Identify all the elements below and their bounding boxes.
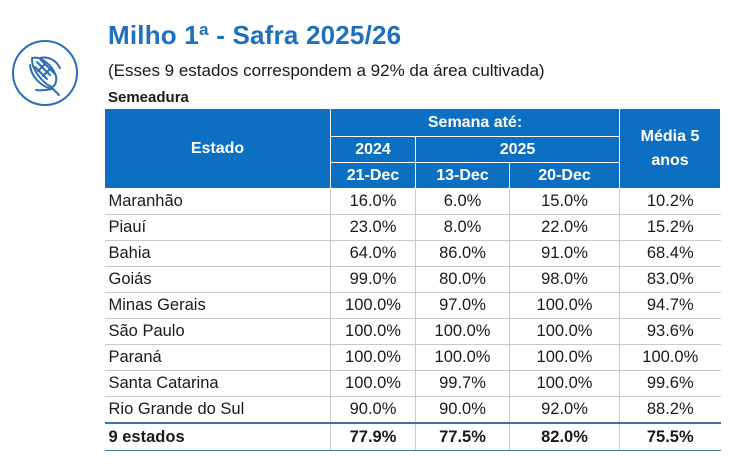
cell-media: 10.2%: [619, 188, 721, 215]
cell-2024: 64.0%: [330, 240, 416, 267]
cell-2024: 100.0%: [330, 344, 416, 371]
cell-13dec: 86.0%: [415, 240, 510, 267]
cell-20dec: 98.0%: [509, 266, 621, 293]
cell-2024: 23.0%: [330, 214, 416, 241]
cell-20dec: 100.0%: [509, 344, 621, 371]
total-13dec: 77.5%: [415, 422, 510, 451]
cell-20dec: 15.0%: [509, 188, 621, 215]
cell-estado: São Paulo: [104, 318, 331, 345]
total-2024: 77.9%: [330, 422, 416, 451]
page-title: Milho 1ª - Safra 2025/26: [108, 20, 402, 50]
header-year-2024: 2024: [330, 136, 416, 163]
cell-13dec: 97.0%: [415, 292, 510, 319]
cell-media: 100.0%: [619, 344, 721, 371]
table-row: Rio Grande do Sul 90.0% 90.0% 92.0% 88.2…: [104, 396, 721, 424]
header-date-2025b: 20-Dec: [508, 162, 621, 189]
header-semana: Semana até:: [329, 108, 621, 137]
table-row: São Paulo 100.0% 100.0% 100.0% 93.6%: [104, 318, 721, 345]
section-label: Semeadura: [108, 89, 189, 106]
cell-estado: Maranhão: [104, 188, 331, 215]
cell-media: 99.6%: [619, 370, 721, 397]
cell-estado: Santa Catarina: [104, 370, 331, 397]
cell-20dec: 100.0%: [509, 292, 621, 319]
total-row: 9 estados 77.9% 77.5% 82.0% 75.5%: [104, 422, 721, 451]
total-20dec: 82.0%: [509, 422, 621, 451]
cell-media: 88.2%: [619, 396, 721, 424]
cell-2024: 100.0%: [330, 370, 416, 397]
page-subtitle: (Esses 9 estados correspondem a 92% da á…: [108, 61, 545, 80]
total-media: 75.5%: [619, 422, 721, 451]
cell-media: 68.4%: [619, 240, 721, 267]
header-date-2025a: 13-Dec: [415, 162, 510, 189]
cell-13dec: 100.0%: [415, 318, 510, 345]
cell-20dec: 22.0%: [509, 214, 621, 241]
cell-13dec: 99.7%: [415, 370, 510, 397]
total-estado: 9 estados: [104, 422, 331, 451]
table-row: Santa Catarina 100.0% 99.7% 100.0% 99.6%: [104, 370, 721, 397]
cell-estado: Minas Gerais: [104, 292, 331, 319]
cell-20dec: 100.0%: [509, 318, 621, 345]
cell-media: 15.2%: [619, 214, 721, 241]
table-row: Paraná 100.0% 100.0% 100.0% 100.0%: [104, 344, 721, 371]
corn-icon: [10, 38, 80, 108]
cell-media: 94.7%: [619, 292, 721, 319]
cell-2024: 90.0%: [330, 396, 416, 424]
cell-20dec: 92.0%: [509, 396, 621, 424]
table-row: Piauí 23.0% 8.0% 22.0% 15.2%: [104, 214, 721, 241]
cell-estado: Piauí: [104, 214, 331, 241]
cell-estado: Goiás: [104, 266, 331, 293]
table-row: Goiás 99.0% 80.0% 98.0% 83.0%: [104, 266, 721, 293]
cell-13dec: 8.0%: [415, 214, 510, 241]
cell-estado: Rio Grande do Sul: [104, 396, 331, 424]
header-date-2024: 21-Dec: [330, 162, 416, 189]
semeadura-table: Estado Semana até: Média 5 anos 2024 202…: [104, 108, 722, 451]
cell-2024: 100.0%: [330, 318, 416, 345]
cell-20dec: 91.0%: [509, 240, 621, 267]
cell-13dec: 100.0%: [415, 344, 510, 371]
cell-2024: 99.0%: [330, 266, 416, 293]
table-row: Bahia 64.0% 86.0% 91.0% 68.4%: [104, 240, 721, 267]
cell-estado: Paraná: [104, 344, 331, 371]
table-row: Maranhão 16.0% 6.0% 15.0% 10.2%: [104, 188, 721, 215]
cell-media: 93.6%: [619, 318, 721, 345]
cell-13dec: 6.0%: [415, 188, 510, 215]
header-estado: Estado: [104, 108, 331, 189]
cell-media: 83.0%: [619, 266, 721, 293]
cell-13dec: 80.0%: [415, 266, 510, 293]
header-media: Média 5 anos: [619, 108, 722, 189]
cell-13dec: 90.0%: [415, 396, 510, 424]
cell-estado: Bahia: [104, 240, 331, 267]
cell-2024: 100.0%: [330, 292, 416, 319]
header-year-2025: 2025: [414, 136, 621, 163]
cell-20dec: 100.0%: [509, 370, 621, 397]
cell-2024: 16.0%: [330, 188, 416, 215]
table-row: Minas Gerais 100.0% 97.0% 100.0% 94.7%: [104, 292, 721, 319]
